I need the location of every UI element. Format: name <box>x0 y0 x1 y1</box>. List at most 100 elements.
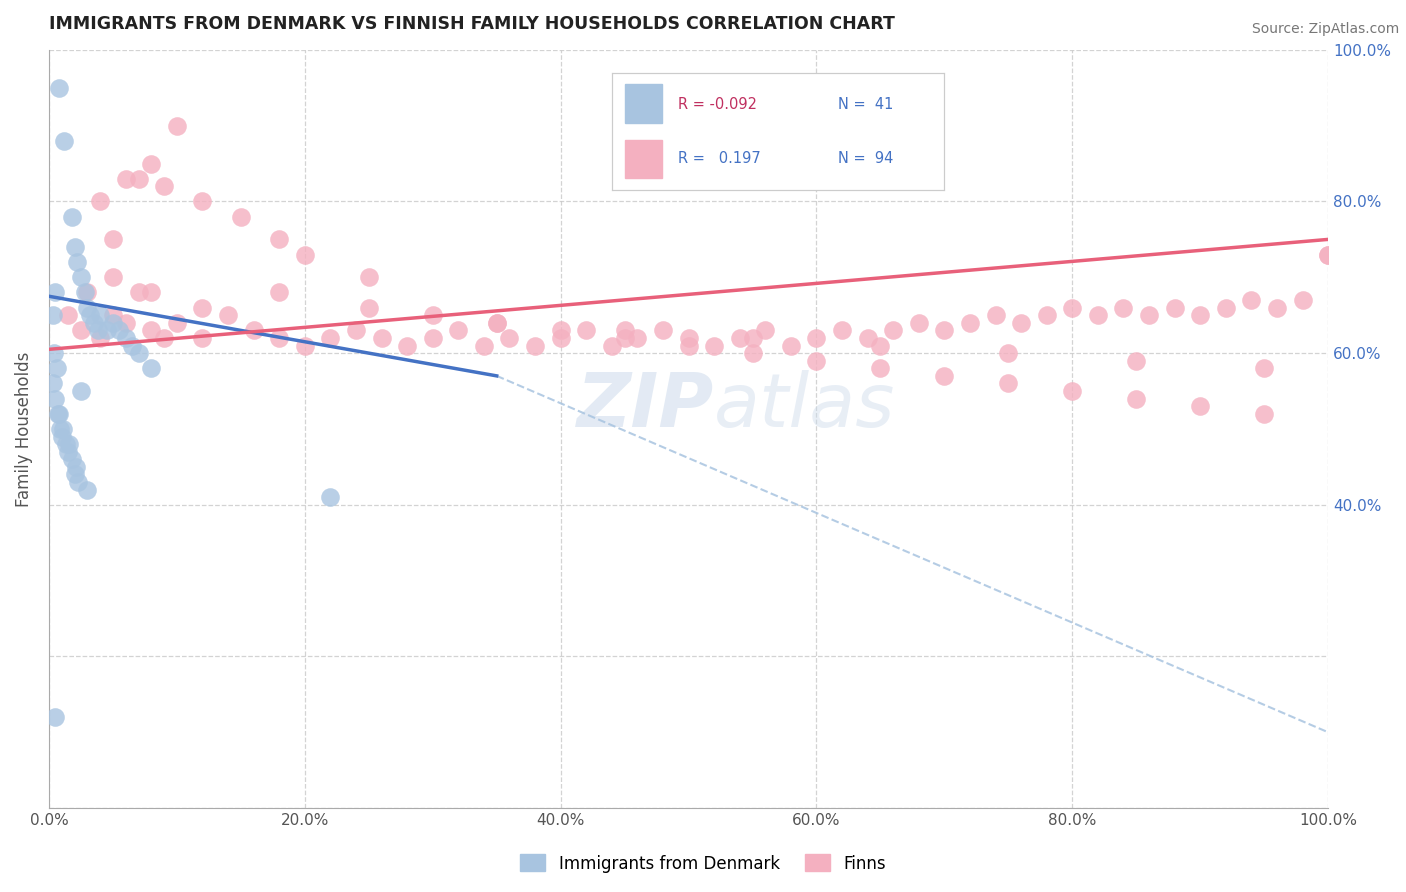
Point <box>86 323 108 337</box>
Point <box>550 331 572 345</box>
Point <box>60 210 83 224</box>
Point <box>42 346 65 360</box>
Point <box>806 353 828 368</box>
Point <box>49 422 72 436</box>
Point <box>934 323 956 337</box>
Point <box>1240 293 1263 307</box>
Point <box>652 323 675 337</box>
Point <box>498 331 520 345</box>
Point <box>856 331 879 345</box>
Point <box>294 247 316 261</box>
Y-axis label: Family Households: Family Households <box>15 351 32 507</box>
Point <box>550 323 572 337</box>
Point <box>79 308 101 322</box>
Point <box>1087 308 1109 322</box>
Point <box>357 301 380 315</box>
Point <box>73 285 96 300</box>
Point <box>141 156 163 170</box>
Point <box>153 179 176 194</box>
Text: ZIP: ZIP <box>576 369 714 442</box>
Point <box>128 346 150 360</box>
Point <box>613 323 636 337</box>
Point <box>44 285 66 300</box>
Point <box>51 429 73 443</box>
Point <box>128 285 150 300</box>
Point <box>114 171 136 186</box>
Point <box>600 338 623 352</box>
Point <box>485 316 508 330</box>
Point <box>831 323 853 337</box>
Point <box>422 331 444 345</box>
Point <box>108 323 131 337</box>
Point <box>89 308 111 322</box>
Point <box>319 490 342 504</box>
Point <box>60 452 83 467</box>
Point <box>44 710 66 724</box>
Point <box>780 338 803 352</box>
Point <box>166 119 188 133</box>
Point <box>1035 308 1057 322</box>
Point <box>76 301 98 315</box>
Point <box>191 194 214 209</box>
Point <box>141 285 163 300</box>
Point <box>114 316 136 330</box>
Point <box>1317 247 1340 261</box>
Point <box>741 346 763 360</box>
Point <box>76 285 98 300</box>
Point <box>63 240 86 254</box>
Point <box>485 316 508 330</box>
Point <box>48 407 70 421</box>
Point <box>101 232 124 246</box>
Point <box>55 437 77 451</box>
Point <box>1265 301 1288 315</box>
Point <box>121 338 143 352</box>
Point <box>70 270 93 285</box>
Point <box>613 331 636 345</box>
Point <box>191 331 214 345</box>
Point <box>63 467 86 482</box>
Point <box>678 338 700 352</box>
Point <box>626 331 648 345</box>
Point <box>44 392 66 406</box>
Point <box>1253 361 1275 376</box>
Point <box>422 308 444 322</box>
Point <box>242 323 264 337</box>
Point <box>1062 384 1084 398</box>
Point <box>229 210 252 224</box>
Point <box>294 338 316 352</box>
Point <box>1137 308 1160 322</box>
Point <box>806 331 828 345</box>
Point <box>396 338 419 352</box>
Point <box>703 338 725 352</box>
Point <box>1163 301 1185 315</box>
Point <box>269 331 291 345</box>
Point <box>447 323 470 337</box>
Point <box>1189 308 1212 322</box>
Point <box>997 346 1019 360</box>
Point <box>42 376 65 391</box>
Point <box>101 308 124 322</box>
Point <box>153 331 176 345</box>
Point <box>46 407 69 421</box>
Point <box>907 316 929 330</box>
Point <box>52 422 75 436</box>
Point <box>65 459 87 474</box>
Point <box>370 331 392 345</box>
Point <box>217 308 239 322</box>
Point <box>1125 353 1147 368</box>
Point <box>524 338 547 352</box>
Point <box>575 323 598 337</box>
Point <box>1112 301 1135 315</box>
Point <box>269 285 291 300</box>
Point <box>728 331 751 345</box>
Point <box>166 316 188 330</box>
Point <box>1317 247 1340 261</box>
Point <box>48 80 70 95</box>
Point <box>678 331 700 345</box>
Point <box>42 308 65 322</box>
Point <box>934 368 956 383</box>
Text: atlas: atlas <box>714 370 896 442</box>
Point <box>357 270 380 285</box>
Point <box>472 338 495 352</box>
Point <box>141 323 163 337</box>
